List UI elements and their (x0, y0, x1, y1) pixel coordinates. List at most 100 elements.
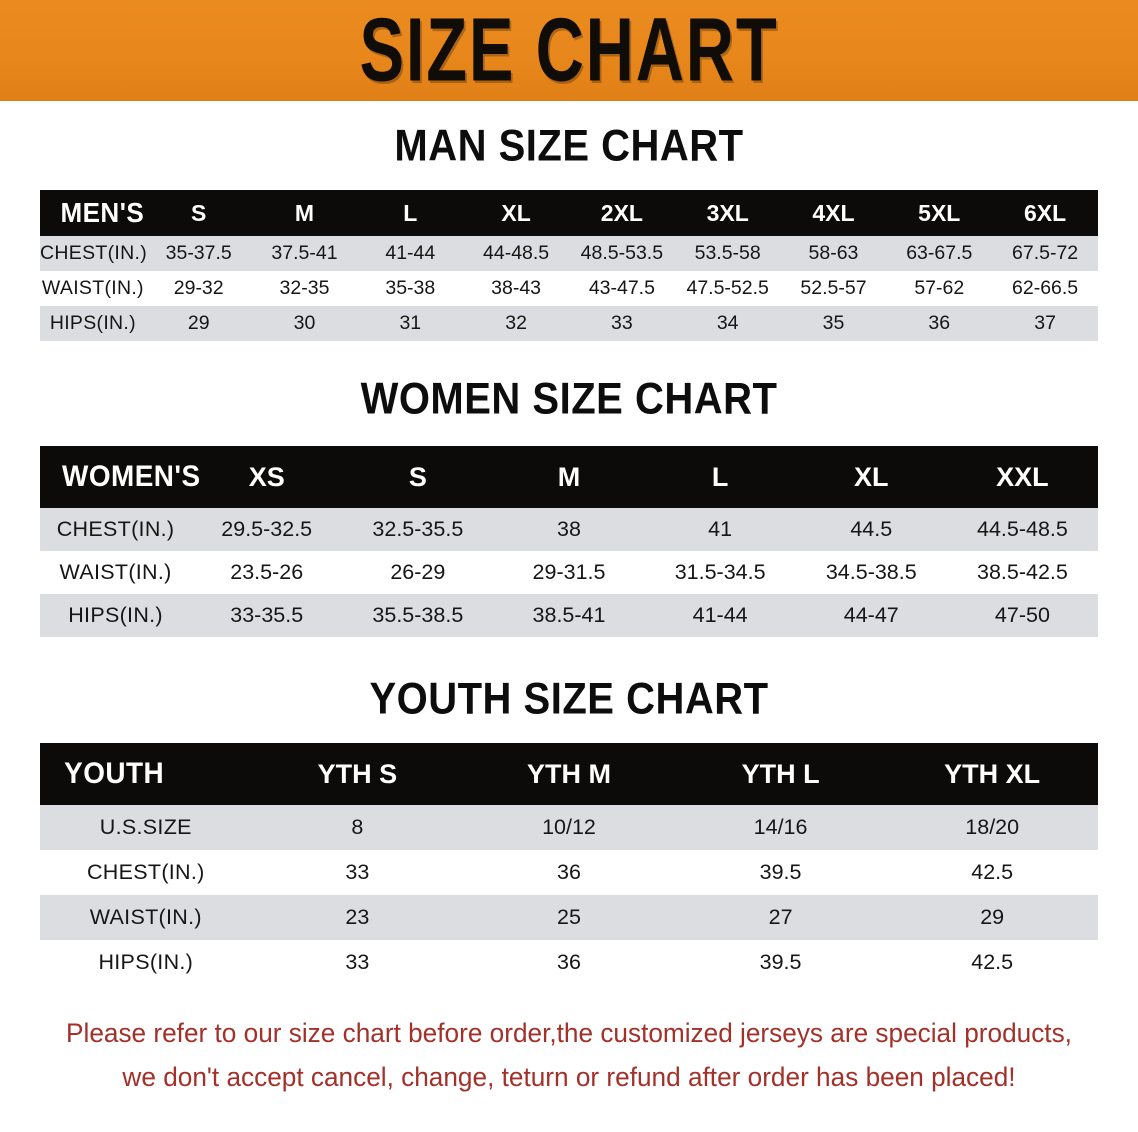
youth-waist-s: 23 (345, 905, 370, 929)
youth-hips-s: 33 (345, 950, 370, 974)
man-hips-s: 29 (187, 312, 210, 334)
women-chest-xs: 29.5-32.5 (221, 517, 313, 541)
man-size-header-m: M (294, 199, 315, 226)
women-size-header-xl: XL (854, 461, 889, 492)
man-hips-m: 30 (293, 312, 316, 334)
women-size-header-xs: XS (248, 461, 285, 492)
youth-waist-xl: 29 (980, 905, 1005, 929)
table-row: WAIST(IN.) 23 25 27 29 (40, 895, 1098, 940)
women-waist-xl: 34.5-38.5 (825, 560, 917, 584)
man-chest-3xl: 53.5-58 (694, 242, 761, 264)
man-header-row: MEN'S S M L XL 2XL 3XL 4XL 5XL 6XL (40, 190, 1098, 236)
women-table-body: CHEST(IN.) 29.5-32.5 32.5-35.5 38 41 44.… (40, 508, 1098, 637)
youth-us-size-s: 8 (351, 815, 364, 839)
youth-size-table: YOUTH YTH S YTH M YTH L YTH XL U.S.SIZE … (40, 743, 1098, 985)
youth-header-row: YOUTH YTH S YTH M YTH L YTH XL (40, 743, 1098, 805)
women-hips-xl: 44-47 (843, 603, 899, 627)
page-title: SIZE CHART (359, 0, 779, 101)
table-row: U.S.SIZE 8 10/12 14/16 18/20 (40, 805, 1098, 850)
page-banner: SIZE CHART (0, 0, 1138, 101)
man-size-header-6xl: 6XL (1023, 199, 1067, 226)
women-header-row: WOMEN'S XS S M L XL XXL (40, 446, 1098, 508)
youth-waist-l: 27 (768, 905, 793, 929)
women-waist-l: 31.5-34.5 (674, 560, 766, 584)
man-hips-6xl: 37 (1034, 312, 1056, 334)
youth-us-size-m: 10/12 (542, 815, 596, 839)
table-row: WAIST(IN.) 29-32 32-35 35-38 38-43 43-47… (40, 271, 1098, 306)
youth-hips-l: 39.5 (759, 950, 802, 974)
youth-row-label-waist: WAIST(IN.) (89, 905, 202, 929)
man-waist-5xl: 57-62 (914, 277, 965, 299)
table-row: HIPS(IN.) 29 30 31 32 33 34 35 36 37 (40, 306, 1098, 341)
disclaimer-line-1: Please refer to our size chart before or… (66, 1018, 1072, 1048)
youth-waist-m: 25 (557, 905, 581, 929)
youth-hips-xl: 42.5 (971, 950, 1014, 974)
women-size-header-xxl: XXL (996, 461, 1049, 492)
man-waist-4xl: 52.5-57 (800, 277, 867, 299)
youth-size-header-l: YTH L (741, 758, 820, 789)
women-chest-l: 41 (708, 517, 733, 541)
women-chest-m: 38 (557, 517, 581, 541)
youth-row-label-chest: CHEST(IN.) (86, 860, 205, 884)
man-waist-l: 35-38 (385, 277, 436, 299)
man-size-header-5xl: 5XL (918, 199, 961, 226)
man-size-header-xl: XL (501, 199, 531, 226)
youth-us-size-xl: 18/20 (965, 815, 1020, 839)
man-chest-2xl: 48.5-53.5 (580, 242, 664, 264)
youth-size-header-s: YTH S (317, 758, 398, 789)
youth-chest-s: 33 (345, 860, 370, 884)
disclaimer-note: Please refer to our size chart before or… (50, 1011, 1088, 1099)
disclaimer-line-2: we don't accept cancel, change, teturn o… (122, 1062, 1016, 1092)
women-chest-s: 32.5-35.5 (372, 517, 464, 541)
man-waist-xl: 38-43 (491, 277, 542, 299)
table-row: CHEST(IN.) 33 36 39.5 42.5 (40, 850, 1098, 895)
women-row-label-waist: WAIST(IN.) (59, 560, 172, 584)
man-hips-3xl: 34 (716, 312, 739, 334)
man-section-title: MAN SIZE CHART (394, 121, 744, 171)
man-size-header-s: S (191, 199, 207, 226)
women-chest-xl: 44.5 (850, 517, 893, 541)
man-chest-s: 35-37.5 (165, 242, 232, 264)
women-hips-m: 38.5-41 (532, 603, 606, 627)
youth-chest-m: 36 (557, 860, 581, 884)
women-table-head: WOMEN'S XS S M L XL XXL (40, 446, 1098, 508)
women-size-header-m: M (557, 461, 581, 492)
youth-size-header-m: YTH M (526, 758, 611, 789)
man-size-table-wrapper: MEN'S S M L XL 2XL 3XL 4XL 5XL 6XL CHEST… (40, 190, 1098, 341)
youth-us-size-l: 14/16 (753, 815, 808, 839)
man-waist-2xl: 43-47.5 (588, 277, 655, 299)
youth-row-label-hips: HIPS(IN.) (98, 950, 194, 974)
man-waist-m: 32-35 (279, 277, 330, 299)
man-corner-label: MEN'S (60, 197, 145, 228)
man-table-head: MEN'S S M L XL 2XL 3XL 4XL 5XL 6XL (40, 190, 1098, 236)
women-size-table: WOMEN'S XS S M L XL XXL CHEST(IN.) 29.5-… (40, 446, 1098, 637)
man-chest-6xl: 67.5-72 (1012, 242, 1079, 264)
youth-section-title: YOUTH SIZE CHART (369, 674, 769, 724)
man-hips-2xl: 33 (611, 312, 633, 334)
man-chest-m: 37.5-41 (271, 242, 338, 264)
youth-table-body: U.S.SIZE 8 10/12 14/16 18/20 CHEST(IN.) … (40, 805, 1098, 985)
youth-chest-l: 39.5 (759, 860, 802, 884)
women-section-title: WOMEN SIZE CHART (360, 374, 778, 424)
man-hips-l: 31 (399, 312, 422, 334)
youth-hips-m: 36 (557, 950, 581, 974)
man-waist-6xl: 62-66.5 (1012, 277, 1079, 299)
women-waist-m: 29-31.5 (532, 560, 606, 584)
man-size-header-l: L (403, 199, 418, 226)
women-hips-xs: 33-35.5 (230, 603, 304, 627)
women-waist-xxl: 38.5-42.5 (976, 560, 1068, 584)
table-row: CHEST(IN.) 29.5-32.5 32.5-35.5 38 41 44.… (40, 508, 1098, 551)
table-row: HIPS(IN.) 33-35.5 35.5-38.5 38.5-41 41-4… (40, 594, 1098, 637)
women-chest-xxl: 44.5-48.5 (976, 517, 1068, 541)
women-size-table-wrapper: WOMEN'S XS S M L XL XXL CHEST(IN.) 29.5-… (40, 446, 1098, 637)
man-row-label-waist: WAIST(IN.) (41, 277, 144, 299)
man-size-header-4xl: 4XL (812, 199, 855, 226)
youth-row-label-us-size: U.S.SIZE (99, 815, 192, 839)
women-hips-s: 35.5-38.5 (372, 603, 464, 627)
man-table-body: CHEST(IN.) 35-37.5 37.5-41 41-44 44-48.5… (40, 236, 1098, 341)
man-waist-3xl: 47.5-52.5 (686, 277, 769, 299)
man-chest-xl: 44-48.5 (483, 242, 550, 264)
youth-table-head: YOUTH YTH S YTH M YTH L YTH XL (40, 743, 1098, 805)
youth-size-table-wrapper: YOUTH YTH S YTH M YTH L YTH XL U.S.SIZE … (40, 743, 1098, 985)
women-hips-l: 41-44 (692, 603, 748, 627)
